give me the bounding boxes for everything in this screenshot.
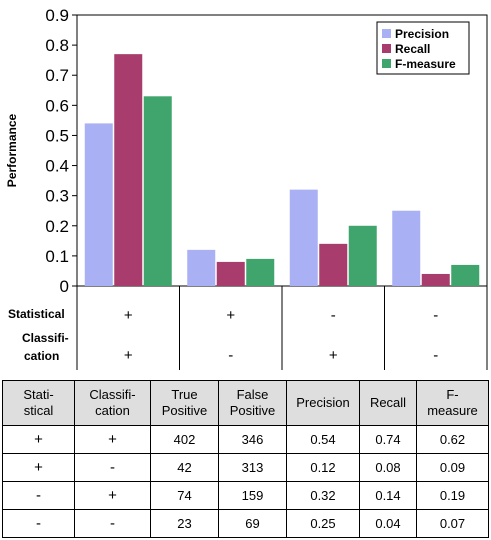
results-table: Stati-stical Classifi-cation True Positive F… xyxy=(2,380,489,538)
statistical-sign: + xyxy=(124,307,133,324)
table-cell: 0.74 xyxy=(359,425,417,454)
bar-f-measure-4 xyxy=(451,264,480,286)
bar-f-measure-3 xyxy=(348,225,377,286)
bar-recall-1 xyxy=(114,54,143,287)
classification-sign: + xyxy=(124,347,133,364)
table-cell: 0.07 xyxy=(416,509,489,538)
statistical-sign: - xyxy=(433,307,438,324)
table-row: + -42 313 0.12 0.08 0.09 xyxy=(2,453,489,482)
table-row: - -23 69 0.25 0.04 0.07 xyxy=(2,509,489,538)
y-tick-label: 0 xyxy=(60,277,69,296)
table-cell: + xyxy=(74,425,151,454)
table-header-cell: Recall xyxy=(359,380,417,426)
table-cell: - xyxy=(2,481,75,510)
legend-swatch-recall xyxy=(382,44,391,53)
table-cell: 0.14 xyxy=(359,481,417,510)
legend-label-precision: Precision xyxy=(395,27,449,41)
bar-precision-4 xyxy=(392,210,421,286)
bar-precision-3 xyxy=(289,189,318,286)
y-tick-label: 0.9 xyxy=(45,6,69,25)
table-cell: 346 xyxy=(218,425,287,454)
classification-sign: + xyxy=(329,347,338,364)
bar-f-measure-1 xyxy=(143,96,172,286)
y-axis-label: Performance xyxy=(5,113,19,187)
bar-recall-4 xyxy=(421,273,450,286)
table-cell: + xyxy=(2,453,75,482)
table-cell: 0.19 xyxy=(416,481,489,510)
table-cell: 0.62 xyxy=(416,425,489,454)
table-header-cell: Stati-stical xyxy=(2,380,75,426)
table-cell: 0.04 xyxy=(359,509,417,538)
table-header-row: Stati-stical Classifi-cation True Positive F… xyxy=(2,380,489,426)
bar-precision-1 xyxy=(84,123,113,287)
classification-sign: - xyxy=(433,347,438,364)
y-tick-label: 0.6 xyxy=(45,96,69,115)
table-cell: 0.25 xyxy=(286,509,360,538)
table-cell: - xyxy=(74,509,151,538)
classification-sign: - xyxy=(228,347,233,364)
row-header-classification-line1: Classifi- xyxy=(22,331,69,345)
table-header-cell: False Positive xyxy=(218,380,287,426)
table-header-cell: Classifi-cation xyxy=(74,380,151,426)
row-header-statistical: Statistical xyxy=(8,307,65,321)
table-cell: 0.32 xyxy=(286,481,360,510)
bar-f-measure-2 xyxy=(246,258,275,286)
y-tick-label: 0.8 xyxy=(45,36,69,55)
table-cell: 42 xyxy=(150,453,219,482)
bar-chart: 0 0.1 0.2 0.3 0.4 0.5 0.6 0.7 0.8 0.9 Performance P… xyxy=(5,6,488,370)
table-cell: 402 xyxy=(150,425,219,454)
table-cell: 0.54 xyxy=(286,425,360,454)
table-cell: + xyxy=(2,425,75,454)
statistical-sign: - xyxy=(331,307,336,324)
legend-swatch-precision xyxy=(382,29,391,38)
table-cell: 69 xyxy=(218,509,287,538)
y-tick-label: 0.7 xyxy=(45,66,69,85)
y-tick-label: 0.2 xyxy=(45,217,69,236)
table-header-cell: F-measure xyxy=(416,380,489,426)
bar-recall-2 xyxy=(216,261,245,286)
statistical-sign: + xyxy=(226,307,235,324)
y-tick-label: 0.5 xyxy=(45,126,69,145)
table-header-cell: True Positive xyxy=(150,380,219,426)
table-cell: 0.08 xyxy=(359,453,417,482)
y-tick-label: 0.1 xyxy=(45,247,69,266)
table-cell: 0.09 xyxy=(416,453,489,482)
table-row: + +402 346 0.54 0.74 0.62 xyxy=(2,425,489,454)
table-cell: + xyxy=(74,481,151,510)
row-header-classification-line2: cation xyxy=(24,349,59,363)
table-cell: 313 xyxy=(218,453,287,482)
bar-precision-2 xyxy=(187,249,216,286)
table-row: - +74 159 0.32 0.14 0.19 xyxy=(2,481,489,510)
legend-label-recall: Recall xyxy=(395,42,430,56)
table-header-cell: Precision xyxy=(286,380,360,426)
table-cell: 74 xyxy=(150,481,219,510)
table-body: + +402 346 0.54 0.74 0.62 + -42 313 0.12 0.08 0.09-… xyxy=(2,425,489,538)
table-cell: 23 xyxy=(150,509,219,538)
legend-swatch-f-measure xyxy=(382,59,391,68)
table-cell: 0.12 xyxy=(286,453,360,482)
y-tick-label: 0.3 xyxy=(45,187,69,206)
y-tick-label: 0.4 xyxy=(45,157,69,176)
legend-box xyxy=(376,21,470,75)
table-cell: - xyxy=(2,509,75,538)
bar-recall-3 xyxy=(319,243,348,286)
table-cell: 159 xyxy=(218,481,287,510)
legend-label-f-measure: F-measure xyxy=(395,57,456,71)
table-cell: - xyxy=(74,453,151,482)
